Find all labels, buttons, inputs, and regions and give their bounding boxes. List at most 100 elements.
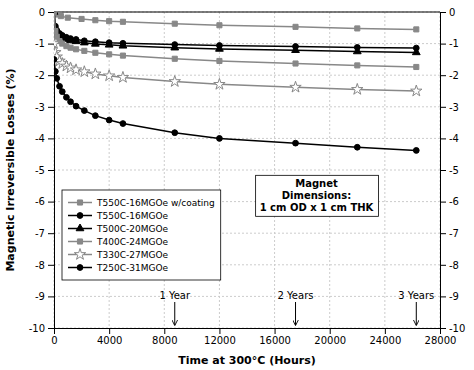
grid-line-y: [54, 170, 440, 171]
y-axis-tick: -1: [35, 38, 54, 49]
y2-axis-line: [441, 13, 447, 329]
legend: T550C-16MGOe w/coating T550C-16MGOe T500C-…: [62, 190, 221, 280]
y-axis-tick-mark: [48, 328, 54, 329]
annotation-label: 1 Year: [159, 290, 191, 301]
y2-axis-tick-label: -3: [449, 102, 459, 113]
legend-label: T550C-16MGOe w/coating: [96, 198, 215, 208]
x-axis-tick: 4000: [97, 328, 122, 346]
y2-axis-tick-mark: [440, 265, 446, 266]
data-point: [79, 66, 90, 77]
y-axis: 0-1-2-3-4-5-6-7-8-9-10: [29, 7, 55, 334]
x-axis-tick: 20000: [314, 328, 346, 346]
data-point: [293, 140, 299, 146]
y2-axis-tick-label: -7: [449, 228, 459, 239]
y-axis-tick-label: -10: [29, 323, 45, 334]
y2-axis-tick: -4: [440, 133, 459, 144]
y-axis-tick-label: -5: [35, 165, 45, 176]
data-point: [120, 53, 125, 58]
x-axis-tick: 0: [51, 328, 57, 346]
y-axis-line: [48, 13, 55, 329]
y2-axis-tick: -6: [440, 196, 459, 207]
data-point: [120, 19, 125, 24]
series: [54, 57, 419, 154]
data-point: [293, 24, 298, 29]
series-line: [54, 12, 416, 52]
y2-axis-tick-label: -8: [449, 260, 459, 271]
y-axis-tick-label: -8: [35, 260, 45, 271]
legend-item: T500C-20MGOe: [68, 224, 168, 234]
data-point: [79, 16, 84, 21]
y2-axis-tick-label: -6: [449, 196, 459, 207]
legend-swatch-marker: [77, 239, 82, 244]
data-point: [355, 26, 360, 31]
y-axis-tick-label: -9: [35, 291, 45, 302]
data-point: [414, 27, 419, 32]
data-point: [72, 37, 80, 44]
y-axis-tick-mark: [48, 170, 54, 171]
chart: 04000800012000160002000024000280000-1-2-…: [0, 0, 474, 370]
series-line: [54, 12, 416, 48]
plot: 04000800012000160002000024000280000-1-2-…: [29, 7, 466, 346]
y-axis-tick-label: -7: [35, 228, 45, 239]
note-text: MagnetDimensions:1 cm OD x 1 cm THK: [260, 178, 375, 213]
data-point: [172, 56, 177, 61]
data-point: [214, 78, 225, 89]
y2-axis-tick-mark: [440, 202, 446, 203]
y2-axis-tick-label: 0: [449, 7, 455, 18]
legend-label: T550C-16MGOe: [96, 211, 168, 221]
annotation-label: 2 Years: [278, 290, 314, 301]
y-axis-tick-mark: [48, 265, 54, 266]
grid-line-x: [384, 12, 385, 328]
y-axis-tick-mark: [48, 202, 54, 203]
y-axis-tick-label: -3: [35, 102, 45, 113]
data-point: [217, 136, 223, 142]
grid-line-x: [109, 12, 110, 328]
y-axis-tick-mark: [48, 138, 54, 139]
series: [54, 38, 422, 96]
x-axis-tick-label: 28000: [425, 335, 457, 346]
year-annotation: 2 Years: [278, 290, 314, 325]
y2-axis-tick: 0: [440, 7, 455, 18]
y-axis-tick: -10: [29, 323, 54, 334]
legend-item: T250C-31MGOe: [68, 263, 168, 273]
x-axis-tick-label: 16000: [259, 335, 291, 346]
y-axis-tick-label: 0: [39, 7, 45, 18]
y2-axis: 0-1-2-3-4-5-6-7-8-9-10: [440, 7, 465, 334]
data-point: [172, 130, 178, 136]
data-point: [92, 113, 98, 119]
data-point: [292, 46, 300, 53]
data-point: [74, 47, 79, 52]
y2-axis-tick: -1: [440, 38, 459, 49]
legend-item: T400C-24MGOe: [68, 237, 168, 247]
series: [54, 12, 419, 32]
data-point: [59, 89, 65, 95]
y-axis-tick-label: -6: [35, 196, 45, 207]
x-axis: 0400080001200016000200002400028000: [51, 328, 456, 346]
y-axis-tick: -6: [35, 196, 54, 207]
data-point: [57, 83, 63, 89]
data-point: [107, 19, 112, 24]
annotation-label: 3 Years: [398, 290, 434, 301]
data-point: [172, 21, 177, 26]
y-axis-tick: -2: [35, 70, 54, 81]
y2-axis-tick-label: -2: [449, 70, 459, 81]
y2-axis-tick: -7: [440, 228, 459, 239]
data-point: [354, 144, 360, 150]
series: [54, 12, 419, 51]
y-axis-title: Magnetic Irreversible Losses (%): [4, 68, 17, 271]
data-point: [353, 47, 361, 54]
y2-axis-tick-mark: [440, 107, 446, 108]
annotation-arrow: [295, 302, 296, 325]
x-axis-tick-label: 8000: [152, 335, 177, 346]
y2-axis-tick-label: -9: [449, 291, 459, 302]
data-point: [93, 18, 98, 23]
grid: [54, 12, 440, 328]
data-point: [105, 40, 113, 47]
x-axis-tick-mark: [109, 328, 110, 334]
y2-axis-tick-label: -4: [449, 133, 459, 144]
legend-item: T550C-16MGOe w/coating: [68, 198, 215, 208]
y-axis-tick: -3: [35, 102, 54, 113]
data-point: [54, 12, 57, 15]
y-axis-tick-mark: [48, 296, 54, 297]
data-point: [106, 117, 112, 123]
